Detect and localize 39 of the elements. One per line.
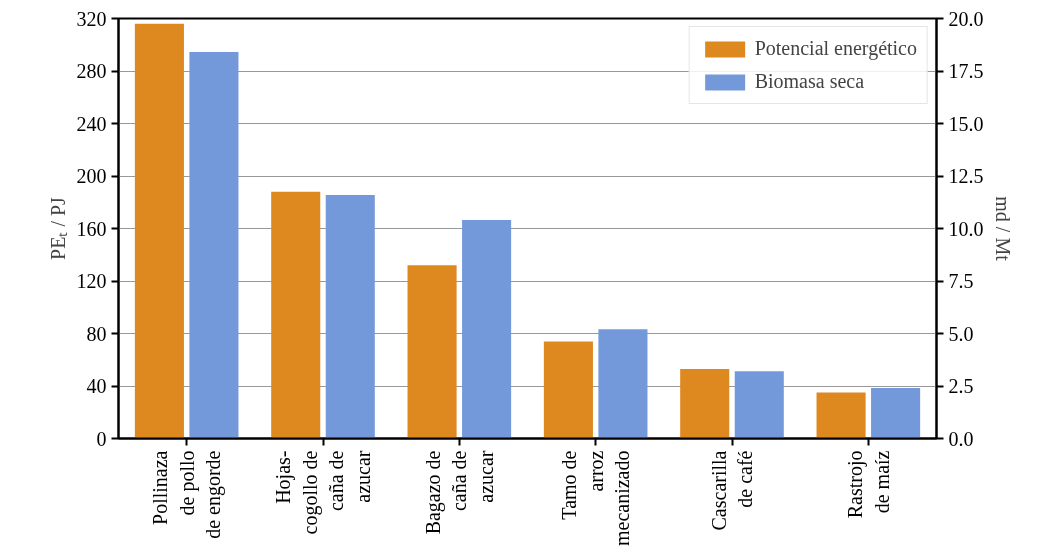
- legend-label: Potencial energético: [754, 37, 917, 60]
- legend-label: Biomasa seca: [754, 70, 865, 93]
- bar: [134, 23, 184, 439]
- y2-tick-label: 15.0: [948, 112, 984, 135]
- x-tick-label: Rastrojo de maíz: [844, 450, 893, 519]
- x-tick-label: Bagazo de caña de azucar: [421, 450, 497, 535]
- x-tick-label: Cascarilla de café: [707, 450, 757, 531]
- bar: [325, 194, 375, 439]
- bar: [734, 371, 784, 439]
- y2-axis-title: md / Mt: [991, 196, 1014, 262]
- bar: [871, 388, 921, 439]
- y2-tick-label: 7.5: [948, 270, 974, 292]
- bar: [680, 368, 730, 439]
- y-tick-label: 120: [76, 270, 107, 292]
- y2-tick-label: 2.5: [948, 375, 974, 397]
- y-tick-label: 80: [86, 322, 107, 345]
- y-tick-label: 240: [76, 112, 107, 135]
- y-axis-title: PEₜ / PJ: [46, 196, 69, 260]
- bar: [189, 52, 239, 439]
- y-tick-label: 280: [76, 60, 107, 82]
- y2-tick-label: 17.5: [948, 60, 984, 82]
- y2-tick-label: 12.5: [948, 165, 984, 187]
- y2-tick-label: 20.0: [948, 7, 984, 30]
- y-tick-label: 160: [76, 217, 107, 240]
- y-tick-label: 320: [76, 7, 107, 30]
- y-tick-label: 200: [76, 165, 107, 187]
- y2-tick-label: 10.0: [948, 217, 984, 240]
- y2-tick-label: 5.0: [948, 322, 974, 345]
- y-tick-label: 40: [86, 375, 107, 397]
- bar: [598, 329, 648, 439]
- y-tick-label: 0: [96, 427, 107, 450]
- bar: [462, 220, 512, 439]
- bar: [543, 341, 593, 439]
- bar: [271, 191, 321, 439]
- bar: [407, 265, 457, 439]
- x-tick-label: Hojas-cogollo de caña de azucar: [272, 450, 374, 535]
- y2-tick-label: 0.0: [948, 427, 974, 450]
- x-tick-label: Pollinaza de pollo de engorde: [149, 450, 226, 539]
- bar: [816, 392, 866, 439]
